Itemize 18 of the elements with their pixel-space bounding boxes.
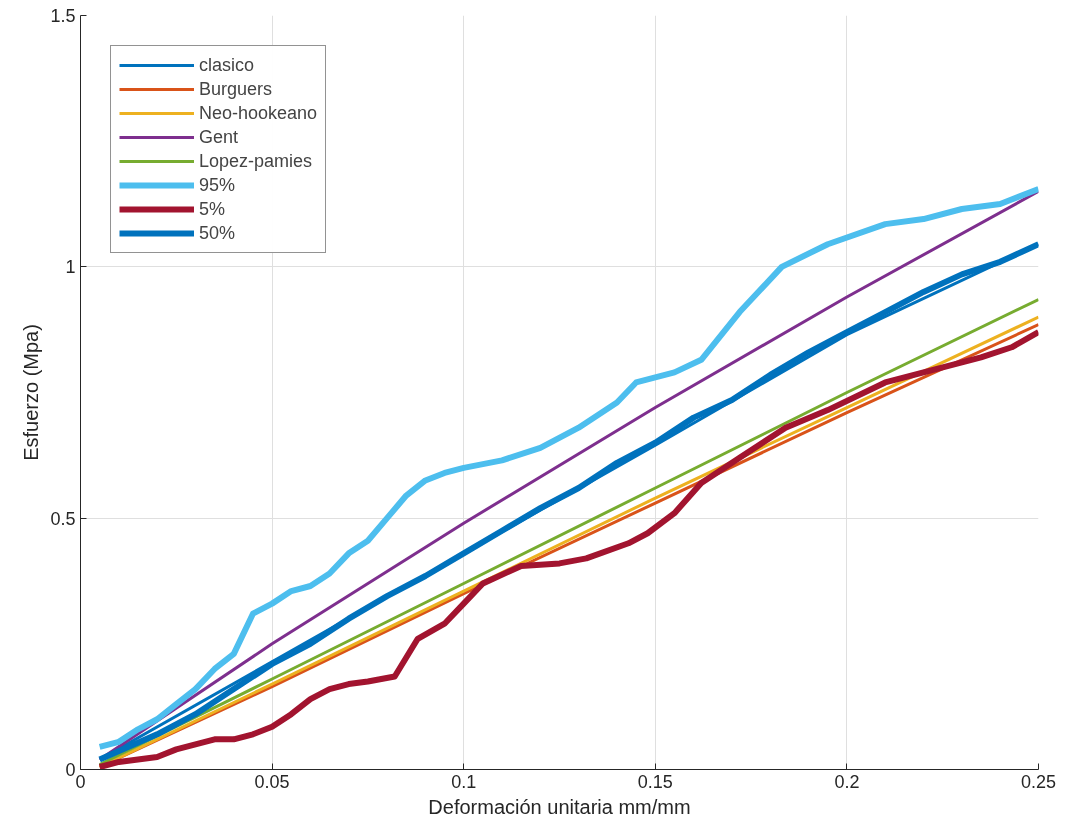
x-tick-label: 0.2 (834, 771, 860, 792)
y-tick-label: 1 (65, 257, 76, 278)
y-tick-label: 1.5 (50, 6, 76, 26)
legend-label: 95% (199, 174, 236, 196)
legend-label: 50% (199, 222, 236, 244)
y-axis-title: Esfuerzo (Mpa) (20, 324, 43, 461)
legend-label: 5% (199, 198, 226, 220)
legend-label: Gent (199, 126, 239, 148)
x-axis-title: Deformación unitaria mm/mm (428, 795, 691, 818)
x-tick-label: 0.25 (1020, 771, 1057, 792)
x-tick-label: 0.05 (254, 771, 290, 792)
legend-label: Neo-hookeano (199, 102, 318, 124)
x-tick-label: 0.1 (451, 771, 477, 792)
y-tick-label: 0.5 (50, 508, 76, 529)
legend-label: Lopez-pamies (199, 150, 313, 172)
x-tick-label: 0.15 (637, 771, 673, 792)
legend-label: clasico (199, 54, 255, 76)
legend-label: Burguers (199, 78, 273, 100)
